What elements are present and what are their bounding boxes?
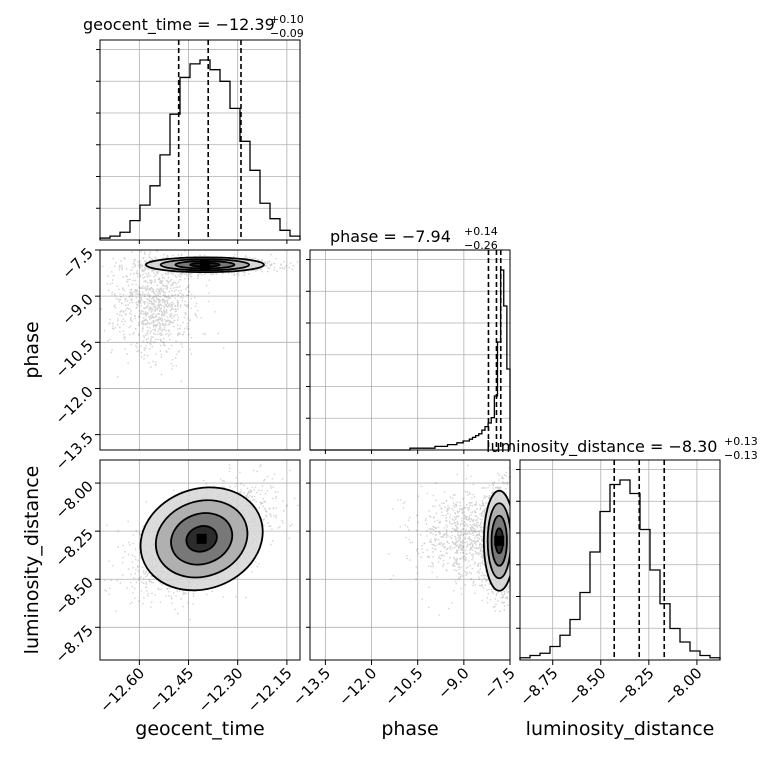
x-tick-label-luminosity_distance: −8.75 [516,664,561,709]
x-tick-label-geocent_time: −12.15 [244,664,296,716]
joint-phase-luminosity_distance [388,464,510,616]
x-tick-label-luminosity_distance: −8.25 [612,664,657,709]
title-luminosity-distance-plus: +0.13 [724,435,758,448]
contour-line [154,499,249,579]
tick-layer: −12.60−12.45−12.30−12.15−13.5 −12.0 −10.5−… [52,49,706,716]
contour-line [174,260,236,270]
x-tick-label-geocent_time: −12.45 [145,664,197,716]
x-tick-label-geocent_time: −12.60 [96,664,148,716]
y-tick-label-phase: −10.5 [52,336,97,381]
title-luminosity-distance-minus: −0.13 [724,449,758,462]
contour-line [159,258,251,272]
contour-line [185,525,218,553]
joint-panel-geocent_time-phase [99,249,301,451]
x-tick-label-phase: −10.5 [381,664,426,709]
density-peak [199,259,210,270]
y-tick-label-phase: −13.5 [52,429,97,474]
marginal-panel-geocent_time [99,39,301,241]
hist-luminosity_distance [519,479,721,660]
y-tick-label-luminosity_distance: −8.50 [52,573,97,618]
contour-line [482,489,510,592]
ylabel-luminosity-distance: luminosity_distance [21,466,43,655]
title-geocent-time: geocent_time = −12.39 [83,15,275,35]
contour-line [145,256,265,274]
scatter-points [104,460,299,621]
title-phase: phase = −7.94 [330,227,451,246]
x-tick-label-phase: −9.0 [434,664,472,702]
joint-panel-geocent_time-luminosity_distance [99,459,301,661]
x-tick-label-phase: −13.5 [289,664,334,709]
ylabel-phase: phase [21,321,43,378]
scatter-points [100,250,299,382]
title-phase-plus: +0.14 [464,225,498,238]
y-tick-label-phase: −9.0 [58,290,96,328]
contour-line [494,527,504,555]
joint-geocent_time-phase [100,250,299,382]
y-tick-label-luminosity_distance: −8.75 [52,621,97,666]
hist-geocent_time [99,59,301,240]
joint-panel-phase-luminosity_distance [309,459,511,661]
x-tick-label-geocent_time: −12.30 [195,664,247,716]
hist-phase [310,269,511,451]
scatter-points [388,464,510,616]
title-phase-minus: −0.26 [464,239,498,252]
contour-line [490,514,508,567]
y-tick-label-phase: −12.0 [52,383,97,428]
contour-line [139,486,264,592]
y-tick-label-phase: −7.5 [58,244,96,282]
title-geocent-time-minus: −0.09 [270,27,304,40]
x-tick-label-phase: −12.0 [335,664,380,709]
marginal-panel-phase [309,249,511,451]
y-tick-label-luminosity_distance: −8.25 [52,525,97,570]
marginal-panel-luminosity_distance [519,459,721,661]
title-geocent-time-plus: +0.10 [270,13,304,26]
x-tick-label-phase: −7.5 [480,664,518,702]
xlabel-geocent-time: geocent_time [135,718,264,740]
frame-layer [99,39,721,661]
grid-layer [100,40,720,660]
xlabel-luminosity-distance: luminosity_distance [526,718,715,740]
title-luminosity-distance: luminosity_distance = −8.30 [486,437,717,457]
contour-line [170,512,234,566]
xlabel-phase: phase [381,718,438,740]
density-peak [196,533,207,544]
y-tick-label-luminosity_distance: −8.00 [52,477,97,522]
x-tick-label-luminosity_distance: −8.50 [564,664,609,709]
contour-line [486,502,510,580]
contour-line [189,262,221,268]
density-peak [494,535,505,546]
data-layer [99,40,721,660]
x-tick-label-luminosity_distance: −8.00 [661,664,706,709]
joint-geocent_time-luminosity_distance [104,460,299,621]
